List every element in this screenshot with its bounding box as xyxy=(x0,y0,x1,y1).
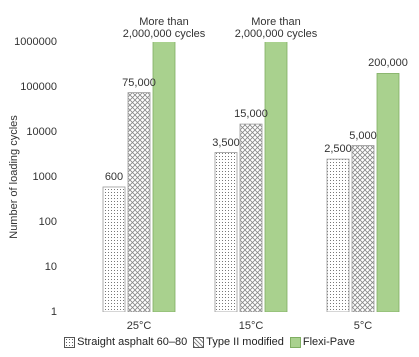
y-tick-label: 1000000 xyxy=(14,36,57,48)
legend-item: Flexi-Pave xyxy=(289,336,355,348)
legend-swatch xyxy=(193,336,205,348)
y-tick-label: 10 xyxy=(45,261,57,273)
legend-label: Type II modified xyxy=(206,336,284,348)
bar xyxy=(351,145,375,312)
value-label: 5,000 xyxy=(349,129,377,142)
y-tick-label: 1000 xyxy=(33,171,57,183)
value-label: 600 xyxy=(104,170,124,183)
bar xyxy=(239,123,263,312)
bar xyxy=(264,42,288,312)
y-axis-label: Number of loading cycles xyxy=(8,115,20,239)
legend-item: Type II modified xyxy=(193,336,284,348)
legend: Straight asphalt 60–80 Type II modified Fl… xyxy=(0,336,419,348)
value-label: 75,000 xyxy=(122,76,156,89)
x-tick-label: 25°C xyxy=(127,320,152,332)
legend-swatch xyxy=(64,336,76,348)
bar xyxy=(326,158,350,312)
y-tick-label: 100 xyxy=(39,216,57,228)
legend-label: Straight asphalt 60–80 xyxy=(77,336,188,348)
legend-item: Straight asphalt 60–80 xyxy=(64,336,187,348)
value-label: 2,500 xyxy=(324,143,352,156)
legend-swatch xyxy=(289,336,301,348)
legend-label: Flexi-Pave xyxy=(302,336,355,348)
bar xyxy=(376,73,400,312)
y-tick-label: 100000 xyxy=(20,81,57,93)
value-label: 3,500 xyxy=(212,136,240,149)
bar xyxy=(152,42,176,312)
value-label: More than 2,000,000 cycles xyxy=(234,16,318,40)
y-tick-label: 1 xyxy=(51,306,57,318)
bar xyxy=(127,92,151,312)
y-tick-label: 10000 xyxy=(26,126,57,138)
value-label: More than 2,000,000 cycles xyxy=(122,16,206,40)
x-tick-label: 15°C xyxy=(239,320,264,332)
x-tick-label: 5°C xyxy=(354,320,373,332)
bar xyxy=(214,152,238,312)
value-label: 15,000 xyxy=(234,108,268,121)
value-label: 200,000 xyxy=(368,57,408,70)
bar xyxy=(102,186,126,312)
